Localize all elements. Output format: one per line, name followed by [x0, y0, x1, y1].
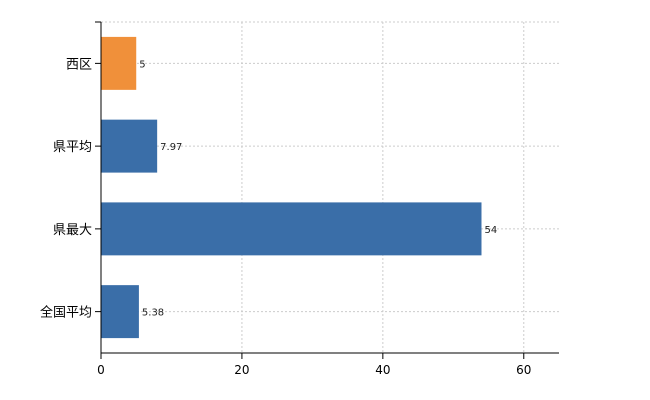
category-label: 西区: [66, 57, 92, 72]
bar: [101, 285, 139, 339]
bar: [101, 36, 137, 90]
bars: [101, 36, 482, 339]
value-label: 5.38: [142, 308, 164, 319]
category-label: 県最大: [53, 223, 92, 238]
x-tick-label: 0: [97, 363, 105, 377]
x-tick-label: 60: [516, 363, 531, 377]
grid: [101, 21, 559, 353]
bar: [101, 202, 482, 256]
category-label: 県平均: [53, 140, 92, 155]
x-tick-label: 40: [375, 363, 390, 377]
value-labels: 5 7.97 54 5.38: [139, 59, 497, 318]
bar: [101, 119, 158, 173]
value-label: 54: [484, 225, 497, 236]
x-tick-label: 20: [234, 363, 249, 377]
category-label: 全国平均: [40, 305, 92, 321]
value-label: 7.97: [160, 142, 182, 153]
value-label: 5: [139, 59, 145, 70]
